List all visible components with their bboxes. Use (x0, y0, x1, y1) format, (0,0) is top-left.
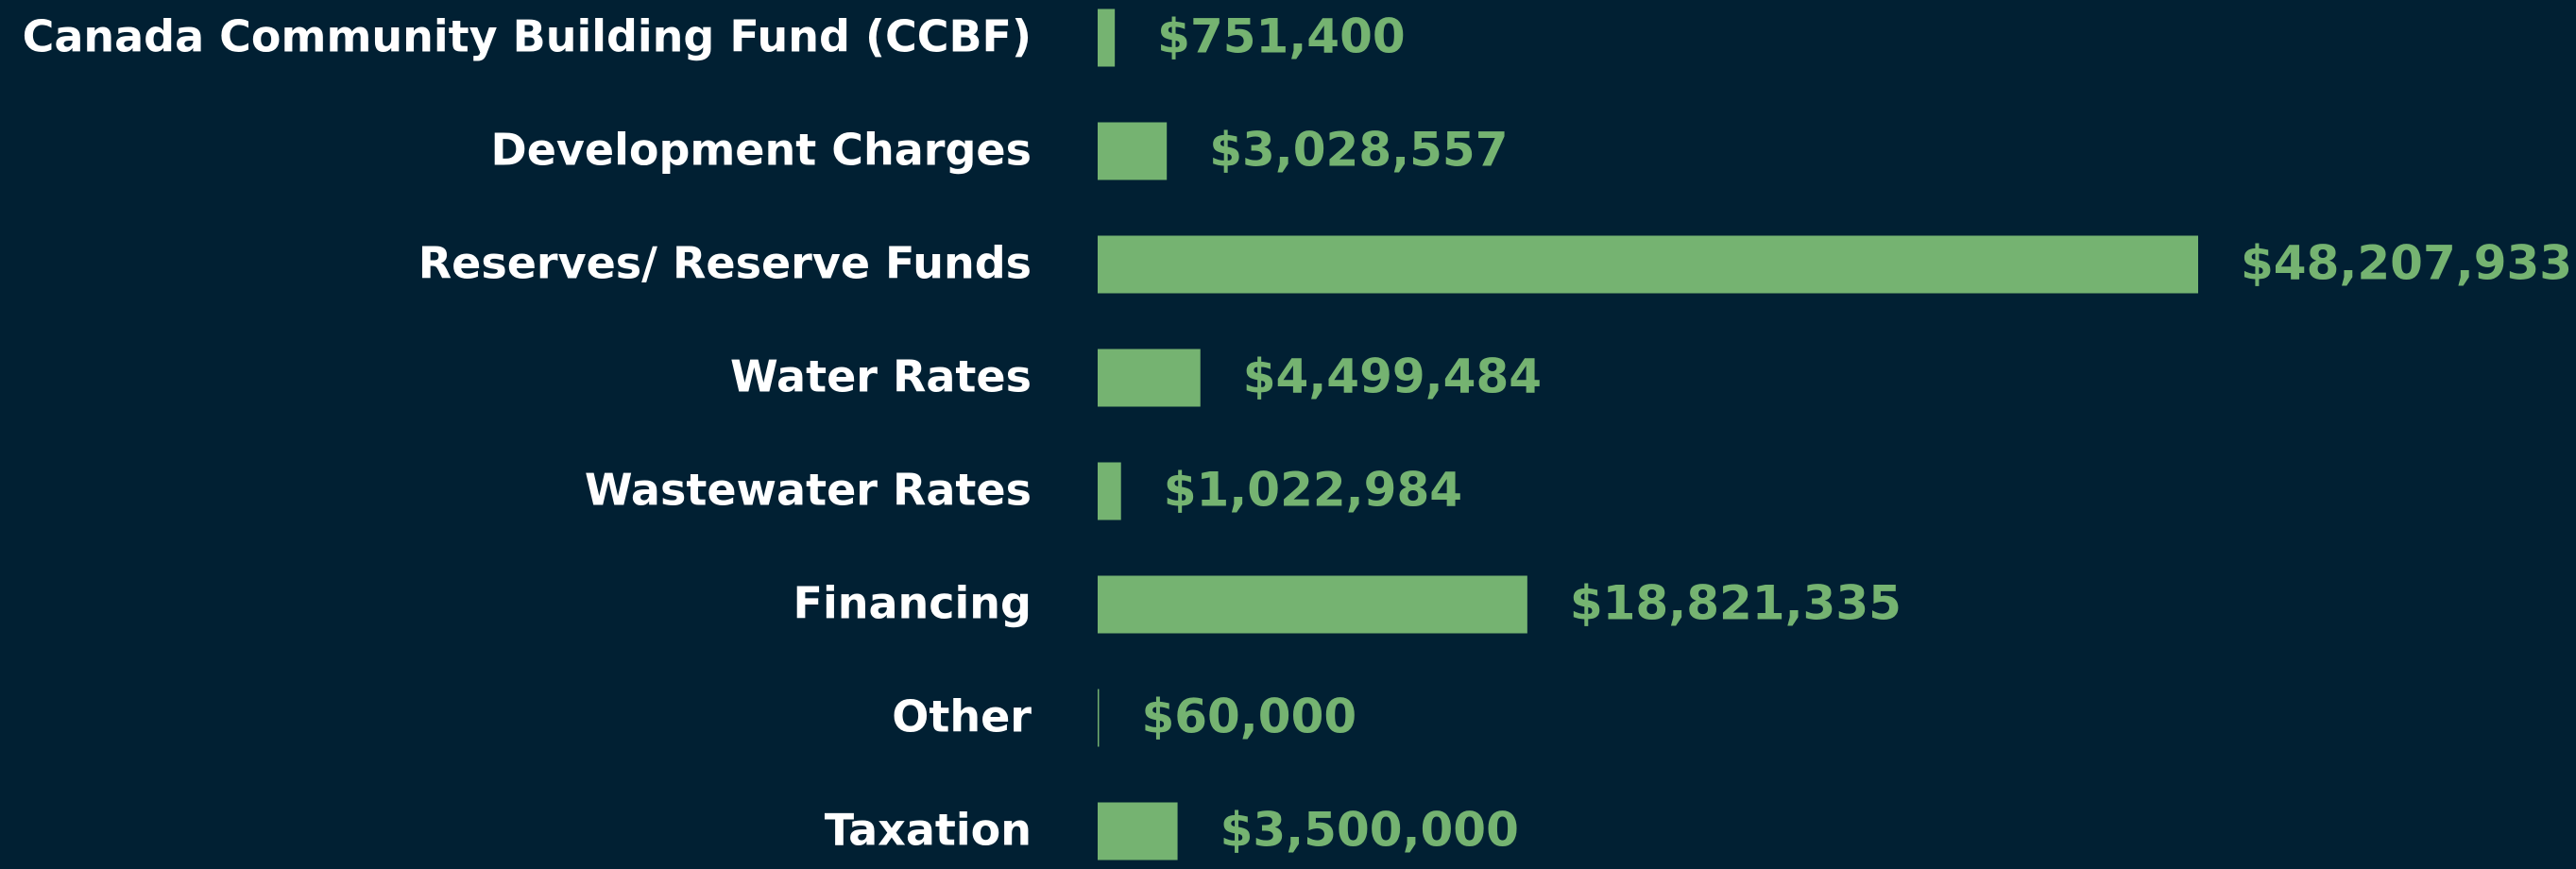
bar (1098, 689, 1100, 747)
bar (1098, 122, 1168, 180)
value-label: $3,028,557 (1209, 123, 1508, 178)
value-label: $751,400 (1157, 9, 1406, 64)
category-label: Reserves/ Reserve Funds (418, 238, 1032, 289)
value-label: $1,022,984 (1164, 463, 1462, 518)
bar (1098, 462, 1121, 520)
value-label: $60,000 (1141, 690, 1356, 744)
value-label: $48,207,933 (2241, 236, 2572, 291)
bar (1098, 349, 1201, 407)
bar (1098, 802, 1178, 860)
value-label: $18,821,335 (1570, 576, 1902, 631)
category-label: Financing (793, 578, 1032, 629)
bar (1098, 235, 2198, 294)
bar (1098, 575, 1527, 634)
value-label: $4,499,484 (1243, 349, 1542, 404)
category-label: Wastewater Rates (585, 465, 1032, 516)
bar (1098, 9, 1116, 67)
category-label: Canada Community Building Fund (CCBF) (23, 11, 1032, 62)
category-label: Water Rates (730, 351, 1032, 402)
value-label: $3,500,000 (1220, 803, 1519, 858)
category-label: Development Charges (491, 125, 1032, 176)
category-label: Taxation (825, 805, 1032, 856)
category-label: Other (892, 691, 1032, 742)
